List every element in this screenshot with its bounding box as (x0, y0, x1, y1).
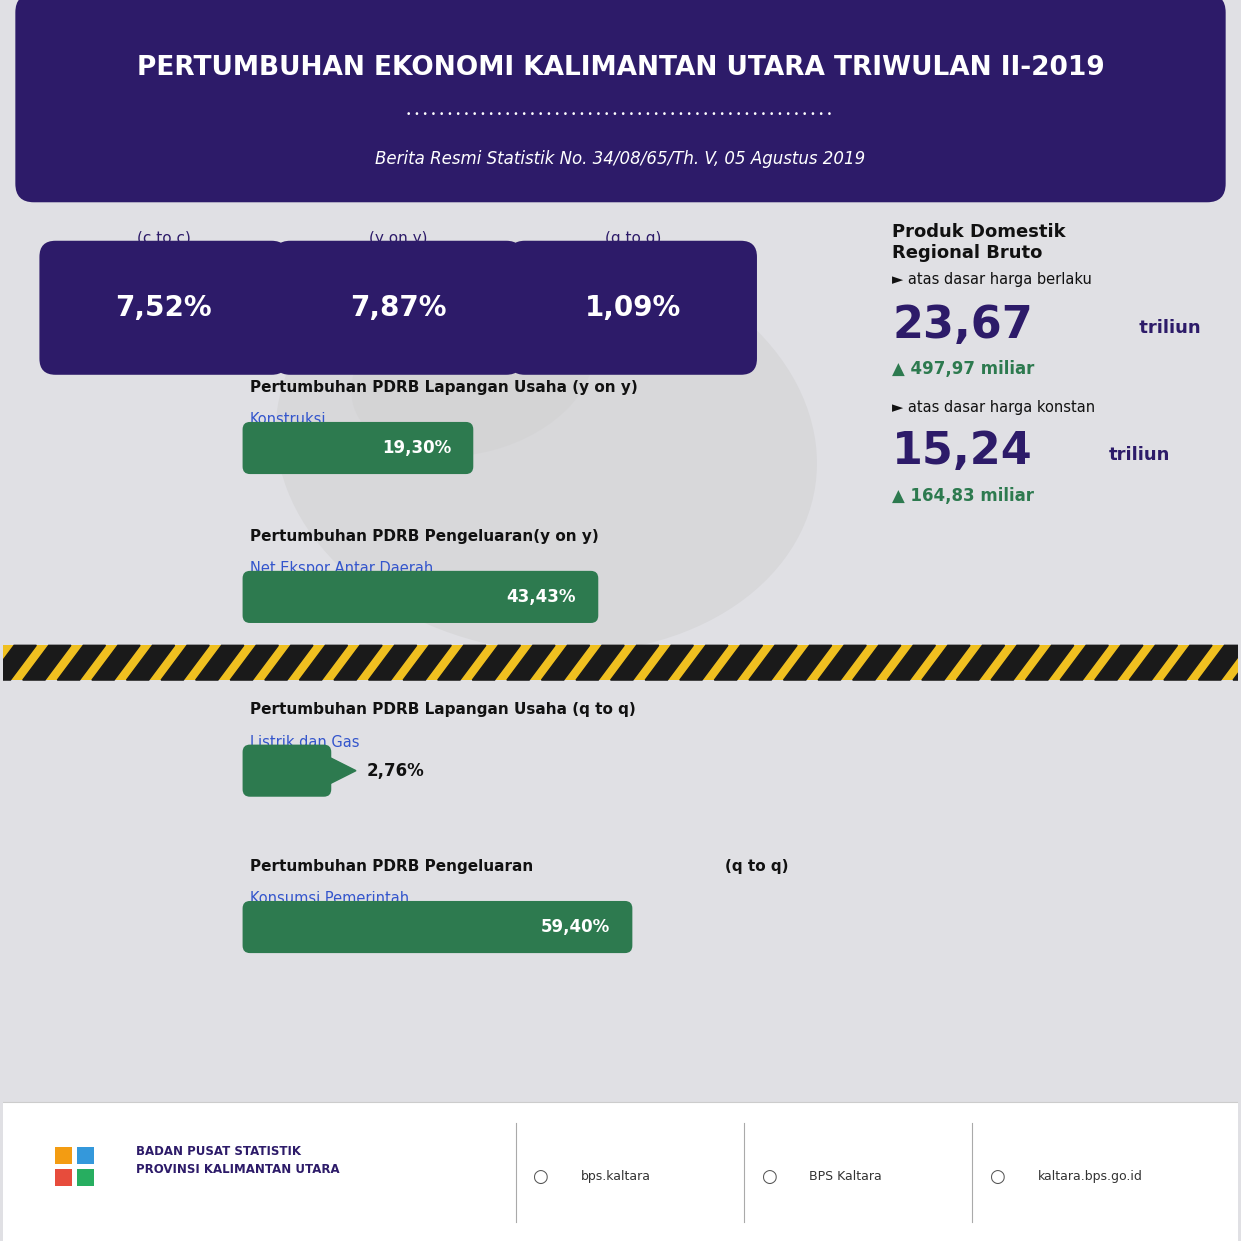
Polygon shape (1234, 645, 1241, 680)
FancyBboxPatch shape (509, 241, 757, 375)
Text: BPS Kaltara: BPS Kaltara (809, 1170, 882, 1183)
Text: triliun: triliun (1108, 447, 1170, 464)
Polygon shape (645, 645, 694, 680)
Text: (q to q): (q to q) (726, 859, 789, 874)
Text: (y on y): (y on y) (369, 231, 427, 246)
FancyBboxPatch shape (242, 745, 331, 797)
Polygon shape (264, 645, 313, 680)
Polygon shape (1060, 645, 1108, 680)
Polygon shape (438, 645, 486, 680)
Text: Produk Domestik
Regional Bruto: Produk Domestik Regional Bruto (892, 223, 1066, 262)
Text: Listrik dan Gas: Listrik dan Gas (249, 735, 360, 750)
Text: PERTUMBUHAN EKONOMI KALIMANTAN UTARA TRIWULAN II-2019: PERTUMBUHAN EKONOMI KALIMANTAN UTARA TRI… (137, 56, 1104, 81)
Polygon shape (748, 645, 797, 680)
Polygon shape (506, 645, 555, 680)
Text: ▲ 164,83 miliar: ▲ 164,83 miliar (892, 488, 1034, 505)
Polygon shape (818, 645, 866, 680)
FancyBboxPatch shape (15, 0, 1226, 202)
Text: Pertumbuhan PDRB Lapangan Usaha (q to q): Pertumbuhan PDRB Lapangan Usaha (q to q) (249, 702, 635, 717)
Ellipse shape (351, 288, 593, 457)
Text: 43,43%: 43,43% (506, 588, 576, 606)
Text: Pertumbuhan PDRB Pengeluaran: Pertumbuhan PDRB Pengeluaran (249, 859, 534, 874)
Polygon shape (922, 645, 970, 680)
Polygon shape (473, 645, 520, 680)
Text: Pertumbuhan PDRB Pengeluaran(y on y): Pertumbuhan PDRB Pengeluaran(y on y) (249, 529, 598, 544)
FancyBboxPatch shape (242, 901, 633, 953)
Text: 23,67: 23,67 (892, 304, 1033, 346)
Polygon shape (92, 645, 140, 680)
Text: Konsumsi Pemerintah: Konsumsi Pemerintah (249, 891, 410, 906)
Polygon shape (680, 645, 728, 680)
Text: ► atas dasar harga berlaku: ► atas dasar harga berlaku (892, 272, 1092, 287)
FancyBboxPatch shape (40, 241, 288, 375)
Text: (c to c): (c to c) (137, 231, 190, 246)
Polygon shape (161, 645, 210, 680)
Bar (2, 645, 1239, 680)
Polygon shape (1164, 645, 1212, 680)
Text: 19,30%: 19,30% (382, 439, 450, 457)
Polygon shape (196, 645, 243, 680)
Text: 7,87%: 7,87% (350, 294, 447, 321)
Polygon shape (369, 645, 417, 680)
Text: triliun: triliun (1133, 319, 1200, 336)
Polygon shape (611, 645, 659, 680)
Text: (q to q): (q to q) (604, 231, 661, 246)
Polygon shape (576, 645, 624, 680)
Text: bps.kaltara: bps.kaltara (581, 1170, 652, 1183)
Text: ○: ○ (532, 1168, 549, 1185)
FancyBboxPatch shape (274, 241, 522, 375)
Polygon shape (299, 645, 347, 680)
Polygon shape (853, 645, 901, 680)
Text: ○: ○ (761, 1168, 777, 1185)
Text: BADAN PUSAT STATISTIK
PROVINSI KALIMANTAN UTARA: BADAN PUSAT STATISTIK PROVINSI KALIMANTA… (137, 1145, 340, 1175)
Polygon shape (957, 645, 1005, 680)
Text: kaltara.bps.go.id: kaltara.bps.go.id (1037, 1170, 1143, 1183)
Polygon shape (541, 645, 589, 680)
Bar (77, 1147, 94, 1164)
Polygon shape (992, 645, 1039, 680)
Text: ○: ○ (989, 1168, 1005, 1185)
Polygon shape (0, 645, 1, 680)
Polygon shape (887, 645, 936, 680)
Polygon shape (319, 752, 356, 789)
Text: • • • • • • • • • • • • • • • • • • • • • • • • • • • • • • • • • • • • • • • • : • • • • • • • • • • • • • • • • • • • • … (406, 109, 835, 119)
Bar (2, 1102, 1239, 1241)
Text: 1,09%: 1,09% (585, 294, 681, 321)
Text: Pertumbuhan PDRB Lapangan Usaha (y on y): Pertumbuhan PDRB Lapangan Usaha (y on y) (249, 380, 638, 395)
Polygon shape (127, 645, 175, 680)
FancyBboxPatch shape (242, 422, 473, 474)
Text: 2,76%: 2,76% (367, 762, 424, 779)
Text: 59,40%: 59,40% (541, 918, 611, 936)
Polygon shape (403, 645, 452, 680)
Ellipse shape (276, 241, 817, 653)
Text: Net Ekspor Antar Daerah: Net Ekspor Antar Daerah (249, 561, 433, 576)
Polygon shape (22, 645, 71, 680)
Text: Berita Resmi Statistik No. 34/08/65/Th. V, 05 Agustus 2019: Berita Resmi Statistik No. 34/08/65/Th. … (375, 150, 866, 168)
Polygon shape (0, 645, 36, 680)
Polygon shape (1199, 645, 1241, 680)
Polygon shape (715, 645, 762, 680)
Polygon shape (1095, 645, 1143, 680)
FancyBboxPatch shape (242, 571, 598, 623)
Polygon shape (334, 645, 382, 680)
Polygon shape (231, 645, 278, 680)
Polygon shape (783, 645, 831, 680)
Text: Konstruksi: Konstruksi (249, 412, 326, 427)
Polygon shape (1129, 645, 1178, 680)
Bar (55, 1147, 72, 1164)
Polygon shape (57, 645, 105, 680)
Polygon shape (1025, 645, 1073, 680)
Text: ▲ 497,97 miliar: ▲ 497,97 miliar (892, 360, 1035, 377)
Text: ► atas dasar harga konstan: ► atas dasar harga konstan (892, 400, 1096, 414)
Text: 7,52%: 7,52% (115, 294, 212, 321)
Text: 15,24: 15,24 (892, 431, 1033, 473)
Bar (77, 1169, 94, 1186)
Bar (55, 1169, 72, 1186)
